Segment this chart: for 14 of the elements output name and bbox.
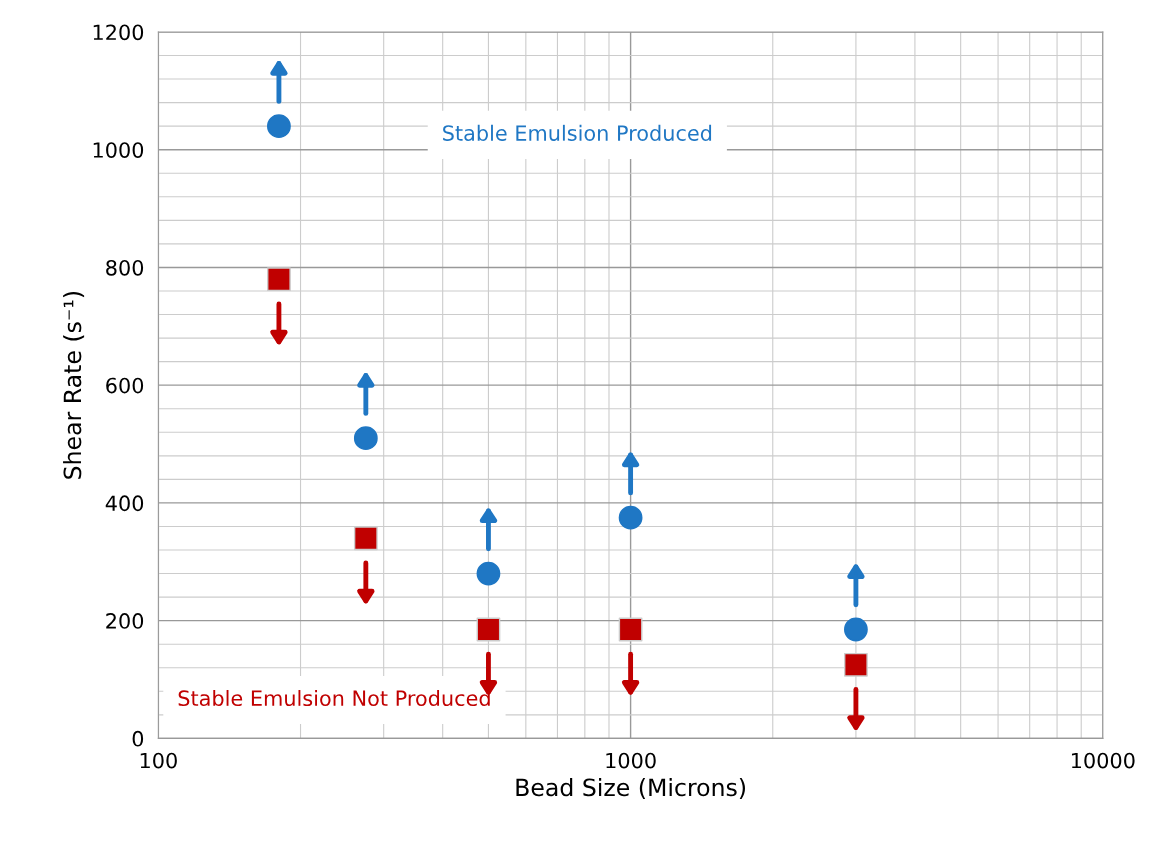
y-tick-label: 1200 — [93, 24, 144, 41]
y-tick-label: 600 — [106, 377, 144, 394]
y-tick-label: 0 — [132, 730, 144, 747]
y-tick-label: 400 — [105, 495, 144, 512]
annotation: Stable Emulsion Produced — [443, 124, 712, 141]
x-tick-label: 100 — [140, 752, 177, 769]
x-axis-title: Bead Size (Microns) — [516, 778, 746, 800]
y-tick-label: 800 — [106, 259, 144, 276]
x-tick-label: 1000 — [606, 752, 656, 769]
annotation: Stable Emulsion Not Produced — [178, 689, 490, 707]
y-tick-label: 1000 — [93, 142, 144, 158]
x-tick-label: 10000 — [1071, 752, 1135, 769]
y-tick-label: 200 — [106, 613, 144, 629]
y-axis-title: Shear Rate (s⁻¹) — [63, 291, 85, 479]
